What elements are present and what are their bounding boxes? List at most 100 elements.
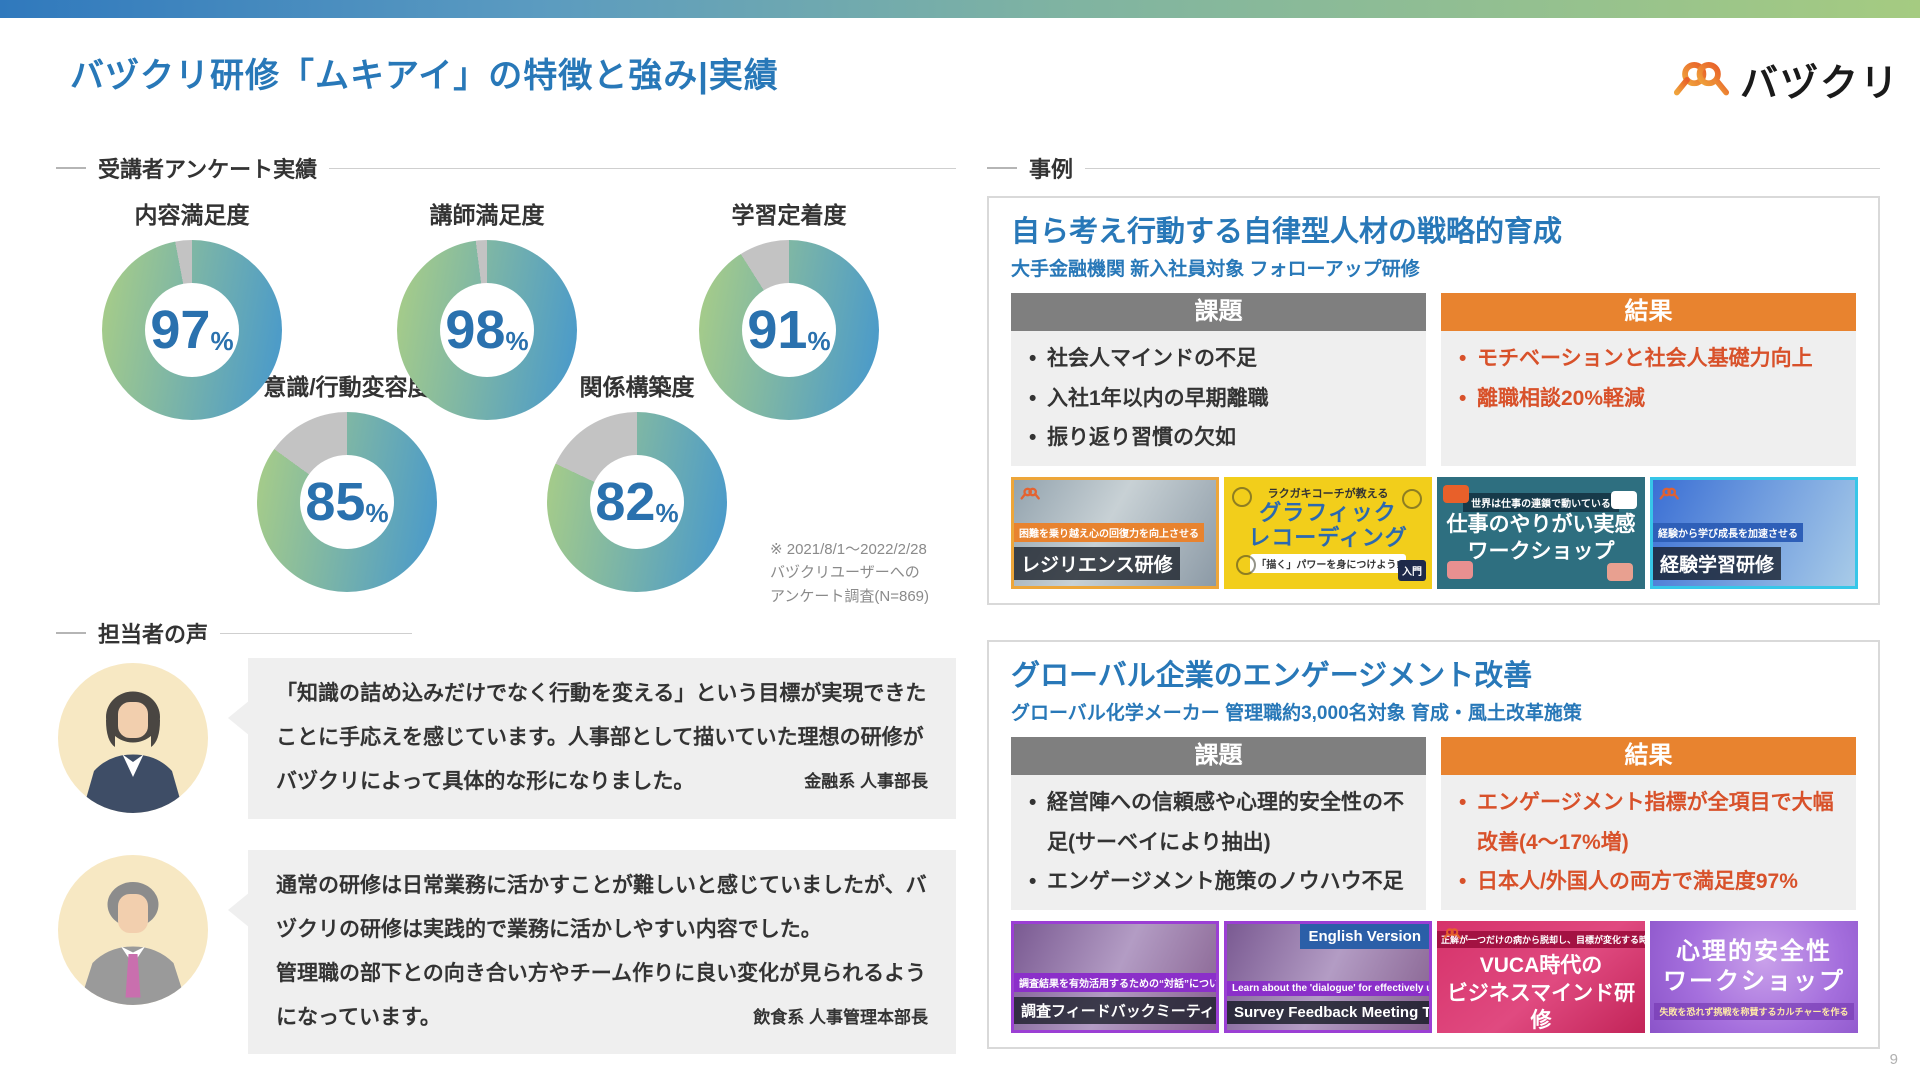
thumbnail-title-line1: グラフィック	[1259, 500, 1397, 526]
donut-label-2: 学習定着度	[731, 202, 847, 228]
result-item: モチベーションと社会人基礎力向上	[1455, 339, 1842, 379]
donut-value: 98	[445, 300, 506, 360]
page-number: 9	[1889, 1051, 1898, 1068]
challenge-item: 入社1年以内の早期離職	[1025, 379, 1412, 419]
case-subtitle-1: 大手金融機関 新入社員対象 フォローアップ研修	[1011, 258, 1420, 280]
result-header: 結果	[1441, 292, 1856, 331]
donut-label-4: 関係構築度	[579, 374, 695, 400]
case-card-1: 自ら考え行動する自律型人材の戦略的育成 大手金融機関 新入社員対象 フォローアッ…	[987, 196, 1880, 606]
page-title: バヅクリ研修「ムキアイ」の特徴と強み|実績	[70, 57, 779, 95]
thumbs-up-icon	[1443, 485, 1469, 504]
thumbnail-experiential-learning: 経験から学び成長を加速させる 経験学習研修	[1650, 477, 1858, 590]
testimonial-bubble-2: 通常の研修は日常業務に活かすことが難しいと感じていましたが、バヅクリの研修は実践…	[228, 850, 956, 1054]
doodle-face-icon	[1236, 555, 1256, 576]
testimonial-text-1: 「知識の詰め込みだけでなく行動を変える」という目標が実現できたことに手応えを感じ…	[276, 682, 927, 793]
thumbnail-subtitle: 「描く」パワーを身につけよう!	[1250, 553, 1406, 573]
knot-logo-icon	[1672, 54, 1730, 105]
result-item: 離職相談20%軽減	[1455, 379, 1842, 419]
donut-value: 97	[150, 300, 211, 360]
thumbnail-title-line1: VUCA時代の	[1479, 954, 1603, 978]
thumbs-up-icon	[1611, 491, 1637, 510]
thumbnail-yarigai-workshop: 世界は仕事の連鎖で動いている 仕事のやりがい実感 ワークショップ	[1437, 477, 1645, 590]
thumbnail-survey-feedback-meeting-en: English Version Learn about the 'dialogu…	[1224, 921, 1432, 1034]
thumbnail-tagline: 調査結果を有効活用するための“対話”について学ぶ	[1014, 973, 1216, 993]
beginner-badge: 入門	[1398, 560, 1426, 582]
donut-unit: %	[655, 497, 679, 528]
donut-chart-learning-retention: 91%	[699, 240, 879, 420]
thumbnail-title-line2: ビジネスマインド研修	[1446, 981, 1636, 1032]
donut-value: 82	[595, 472, 656, 532]
thumbnail-tagline: 困難を乗り越え心の回復力を向上させる	[1014, 523, 1204, 543]
donut-value: 91	[747, 300, 808, 360]
donut-value: 85	[305, 472, 366, 532]
section-dash	[987, 167, 1017, 169]
challenge-item: 経営陣への信頼感や心理的安全性の不足(サーベイにより抽出)	[1025, 783, 1412, 863]
survey-note: ※ 2021/8/1〜2022/2/28 バヅクリユーザーへの アンケート調査(…	[770, 541, 930, 605]
result-header: 結果	[1441, 736, 1856, 775]
result-list: エンゲージメント指標が全項目で大幅改善(4〜17%増) 日本人/外国人の両方で満…	[1441, 774, 1856, 911]
result-item: 日本人/外国人の両方で満足度97%	[1455, 862, 1842, 902]
section-label-survey: 受講者アンケート実績	[98, 157, 318, 182]
section-label-cases: 事例	[1029, 157, 1074, 182]
thumbnail-resilience-training: 困難を乗り越え心の回復力を向上させる レジリエンス研修	[1011, 477, 1219, 590]
donut-unit: %	[505, 325, 529, 356]
thumbnail-title-line1: 心理的安全性	[1676, 938, 1832, 966]
donut-unit: %	[365, 497, 389, 528]
thumbnail-tagline: 失敗を恐れず挑戦を称賛するカルチャーを作る	[1653, 1003, 1855, 1021]
case-card-2: グローバル企業のエンゲージメント改善 グローバル化学メーカー 管理職約3,000…	[987, 640, 1880, 1050]
case-title-2: グローバル企業のエンゲージメント改善	[1011, 660, 1533, 692]
program-thumbnails-row-2: 調査結果を有効活用するための“対話”について学ぶ 調査フィードバックミーティング…	[1011, 921, 1858, 1034]
challenge-item: 振り返り習慣の欠如	[1025, 418, 1412, 458]
result-item: エンゲージメント指標が全項目で大幅改善(4〜17%増)	[1455, 783, 1842, 863]
challenge-column: 課題 社会人マインドの不足 入社1年以内の早期離職 振り返り習慣の欠如	[1011, 292, 1426, 467]
result-list: モチベーションと社会人基礎力向上 離職相談20%軽減	[1441, 330, 1856, 467]
result-column: 結果 エンゲージメント指標が全項目で大幅改善(4〜17%増) 日本人/外国人の両…	[1441, 736, 1856, 911]
challenge-column: 課題 経営陣への信頼感や心理的安全性の不足(サーベイにより抽出) エンゲージメン…	[1011, 736, 1426, 911]
section-voices: 担当者の声	[56, 617, 412, 649]
doodle-face-icon	[1232, 487, 1252, 508]
donut-label-1: 講師満足度	[429, 202, 545, 228]
donut-chart-behavior-change: 85%	[257, 412, 437, 592]
thumbs-up-icon	[1447, 561, 1473, 580]
thumbnail-title-line2: ワークショップ	[1663, 968, 1845, 996]
section-dash	[56, 632, 86, 634]
thumbnail-vuca-business-mind: 正解が一つだけの病から脱却し、目標が変化する時代で成果を出す VUCA時代の ビ…	[1437, 921, 1645, 1034]
challenge-header: 課題	[1011, 292, 1426, 331]
knot-logo-icon	[1659, 485, 1679, 506]
section-line	[329, 167, 956, 169]
case-title-1: 自ら考え行動する自律型人材の戦略的育成	[1011, 216, 1563, 248]
brand-logo-text: バヅクリ	[1740, 63, 1901, 105]
thumbnail-title: レジリエンス研修	[1014, 547, 1180, 581]
thumbnail-psychological-safety-workshop: 心理的安全性 ワークショップ 失敗を恐れず挑戦を称賛するカルチャーを作る	[1650, 921, 1858, 1034]
section-label-voices: 担当者の声	[98, 622, 209, 647]
brand-logo: バヅクリ	[1672, 52, 1900, 107]
challenge-list: 社会人マインドの不足 入社1年以内の早期離職 振り返り習慣の欠如	[1011, 330, 1426, 467]
section-cases: 事例	[987, 152, 1880, 184]
knot-logo-icon	[1020, 485, 1040, 506]
thumbnail-title-line2: ワークショップ	[1467, 539, 1615, 563]
thumbnail-tagline: 経験から学び成長を加速させる	[1653, 523, 1803, 543]
thumbnail-graphic-recording: ラクガキコーチが教える グラフィック レコーディング 「描く」パワーを身につけよ…	[1224, 477, 1432, 590]
testimonial-text-2: 通常の研修は日常業務に活かすことが難しいと感じていましたが、バヅクリの研修は実践…	[276, 874, 927, 1029]
english-version-badge: English Version	[1300, 924, 1429, 950]
case-subtitle-2: グローバル化学メーカー 管理職約3,000名対象 育成・風土改革施策	[1011, 702, 1582, 724]
thumbnail-tagline: Learn about the 'dialogue' for effective…	[1227, 981, 1429, 997]
challenge-header: 課題	[1011, 736, 1426, 775]
donut-chart-instructor-satisfaction: 98%	[397, 240, 577, 420]
thumbnail-tagline: 正解が一つだけの病から脱却し、目標が変化する時代で成果を出す	[1437, 931, 1645, 949]
section-survey: 受講者アンケート実績	[56, 152, 956, 184]
thumbnail-title: 調査フィードバックミーティング研修	[1014, 997, 1216, 1025]
result-column: 結果 モチベーションと社会人基礎力向上 離職相談20%軽減	[1441, 292, 1856, 467]
section-dash	[56, 167, 86, 169]
section-line	[220, 632, 412, 634]
thumbnail-title: Survey Feedback Meeting Training	[1227, 1001, 1429, 1025]
avatar-male-hr-director	[58, 855, 208, 1005]
doodle-face-icon	[1402, 489, 1422, 510]
donut-label-0: 内容満足度	[134, 202, 250, 228]
top-gradient-bar	[0, 0, 1920, 18]
thumbnail-tagline: 世界は仕事の連鎖で動いている	[1463, 493, 1619, 513]
donut-unit: %	[210, 325, 234, 356]
challenge-item: 社会人マインドの不足	[1025, 339, 1412, 379]
program-thumbnails-row-1: 困難を乗り越え心の回復力を向上させる レジリエンス研修 ラクガキコーチが教える …	[1011, 477, 1858, 590]
